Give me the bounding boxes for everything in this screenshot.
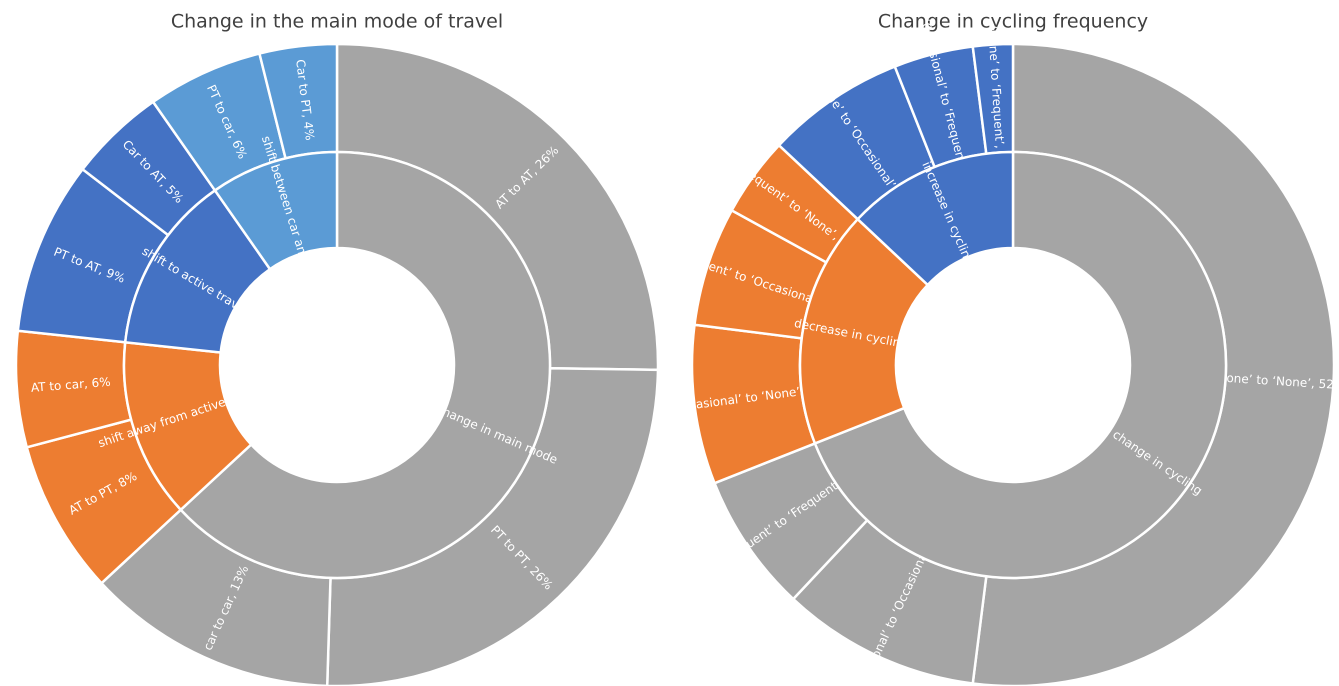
data-label: AT to car, 6%	[30, 375, 111, 395]
inner-segment	[178, 150, 552, 580]
chart-title: Change in cycling frequency	[878, 11, 1148, 33]
chart-title: Change in the main mode of travel	[171, 11, 503, 33]
inner-segment	[798, 217, 930, 446]
inner-segment	[213, 150, 339, 271]
inner-segment	[855, 150, 1015, 287]
inner-segment	[813, 150, 1228, 580]
